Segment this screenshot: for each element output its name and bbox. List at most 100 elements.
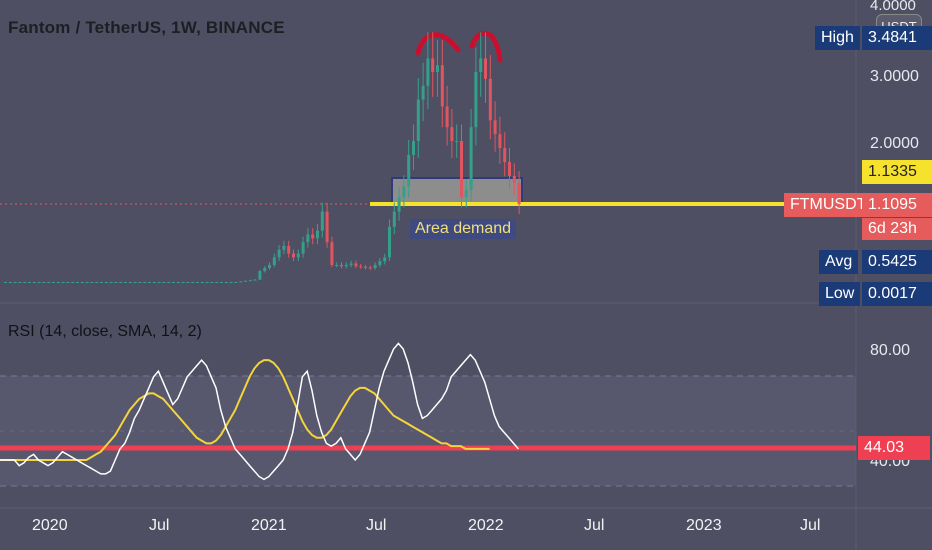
- last-price-badge: 1.1095: [862, 193, 932, 217]
- candle-body: [277, 249, 281, 258]
- candle-body: [484, 58, 487, 79]
- price-tick-2: 2.0000: [870, 135, 919, 152]
- candle-body: [114, 282, 118, 283]
- candle-body: [287, 245, 291, 254]
- candle-body: [388, 226, 391, 258]
- candle-body: [512, 176, 516, 183]
- candle-body: [436, 65, 439, 72]
- candle-body: [263, 268, 267, 272]
- candle-body: [258, 271, 262, 280]
- candle-body: [205, 282, 209, 283]
- candle-body: [450, 127, 454, 141]
- candle-body: [100, 282, 103, 283]
- candle-body: [474, 72, 478, 128]
- candle-body: [186, 282, 190, 283]
- avg-value: 0.5425: [862, 250, 932, 274]
- candle-body: [4, 282, 7, 283]
- countdown-badge: 6d 23h: [862, 218, 932, 240]
- candle-body: [368, 267, 372, 269]
- candle-body: [407, 155, 411, 187]
- candle-body: [306, 234, 310, 243]
- candle-body: [42, 282, 46, 283]
- candle-body: [268, 265, 271, 269]
- low-value: 0.0017: [862, 282, 932, 306]
- candle-body: [508, 162, 511, 176]
- area-demand-label: Area demand: [410, 219, 517, 239]
- price-candles: [4, 32, 521, 283]
- candle-body: [229, 282, 233, 283]
- candle-body: [330, 242, 334, 265]
- candle-body: [167, 282, 171, 283]
- candle-body: [320, 211, 324, 231]
- candle-body: [152, 282, 156, 283]
- candle-body: [80, 282, 84, 283]
- candle-body: [421, 85, 425, 100]
- candle-body: [359, 266, 363, 268]
- candle-body: [325, 211, 329, 243]
- candle-body: [215, 282, 219, 283]
- candle-body: [32, 282, 36, 283]
- candle-body: [479, 58, 483, 72]
- candle-body: [128, 282, 132, 283]
- candle-body: [431, 58, 435, 72]
- time-label-2021: 2021: [251, 517, 287, 534]
- candle-body: [301, 242, 305, 254]
- candle-body: [143, 282, 147, 283]
- candle-body: [296, 253, 300, 258]
- candle-body: [23, 282, 27, 283]
- candle-body: [71, 282, 75, 283]
- candle-body: [469, 127, 473, 190]
- candle-body: [8, 282, 12, 283]
- time-label-2023: 2023: [686, 517, 722, 534]
- chart-title: Fantom / TetherUS, 1W, BINANCE: [8, 18, 285, 37]
- candle-body: [272, 257, 276, 265]
- candle-body: [397, 197, 401, 212]
- candle-body: [292, 253, 295, 258]
- candle-body: [47, 282, 51, 283]
- candle-body: [157, 282, 161, 283]
- avg-label: Avg: [819, 250, 859, 274]
- candle-body: [364, 266, 367, 268]
- candle-body: [133, 282, 137, 283]
- candle-body: [503, 148, 507, 162]
- candle-body: [28, 282, 31, 283]
- candle-body: [416, 99, 420, 141]
- candle-body: [76, 282, 79, 283]
- candle-body: [200, 282, 204, 283]
- high-value: 3.4841: [862, 26, 932, 50]
- candle-body: [239, 281, 243, 283]
- head-mark-right: [469, 30, 503, 63]
- candle-body: [248, 280, 252, 282]
- candle-body: [148, 282, 151, 283]
- candle-body: [37, 282, 41, 283]
- candle-body: [66, 282, 70, 283]
- candle-body: [18, 282, 22, 283]
- candle-body: [349, 263, 353, 265]
- candle-body: [109, 282, 113, 283]
- candle-body: [373, 265, 377, 269]
- candle-body: [493, 120, 497, 135]
- time-label-jul-2023: Jul: [800, 517, 820, 534]
- symbol-badge: FTMUSDT: [784, 193, 873, 217]
- candle-body: [440, 65, 444, 107]
- head-mark-left: [415, 32, 461, 56]
- candle-body: [119, 282, 123, 283]
- time-label-jul-2022: Jul: [584, 517, 604, 534]
- low-label: Low: [819, 282, 861, 306]
- candle-body: [172, 282, 175, 283]
- candle-body: [234, 282, 238, 283]
- candle-body: [162, 282, 166, 283]
- candle-body: [445, 106, 449, 128]
- candle-body: [104, 282, 108, 283]
- rsi-level-badge: 44.03: [858, 436, 930, 460]
- candle-body: [224, 282, 228, 283]
- high-label: High: [815, 26, 860, 50]
- time-label-jul-2020: Jul: [149, 517, 169, 534]
- candle-body: [52, 282, 55, 283]
- rsi-tick-80: 80.00: [870, 342, 910, 359]
- candle-body: [340, 265, 343, 267]
- price-tick-3: 3.0000: [870, 68, 919, 85]
- candle-body: [316, 230, 319, 239]
- candle-body: [426, 58, 430, 86]
